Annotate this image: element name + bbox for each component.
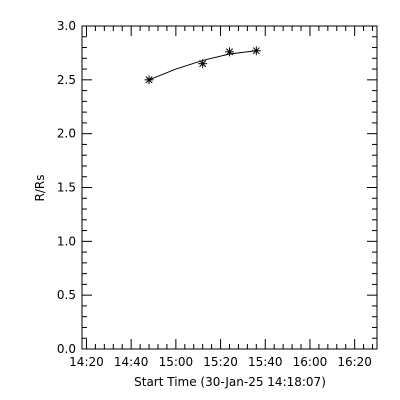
x-tick-label: 15:20 — [203, 355, 238, 369]
x-axis-label: Start Time (30-Jan-25 14:18:07) — [134, 375, 326, 389]
x-tick-label: 15:00 — [159, 355, 194, 369]
y-tick-label: 1.0 — [57, 234, 76, 248]
data-point — [144, 75, 154, 85]
data-point — [198, 59, 208, 69]
y-tick-label: 2.0 — [57, 127, 76, 141]
data-point — [225, 47, 234, 57]
x-tick-label: 15:40 — [248, 355, 283, 369]
y-tick-label: 1.5 — [57, 181, 76, 195]
y-tick-labels: 0.0 0.5 1.0 1.5 2.0 2.5 3.0 — [57, 19, 76, 356]
x-tick-label: 16:00 — [293, 355, 328, 369]
x-tick-label: 14:40 — [114, 355, 149, 369]
axis-ticks — [82, 25, 377, 350]
x-tick-label: 14:20 — [69, 355, 104, 369]
y-tick-label: 3.0 — [57, 19, 76, 33]
x-tick-label: 16:20 — [337, 355, 372, 369]
x-tick-labels: 14:20 14:40 15:00 15:20 15:40 16:00 16:20 — [69, 355, 372, 369]
y-tick-label: 0.0 — [57, 342, 76, 356]
y-axis-label: R/Rs — [33, 175, 47, 202]
plot-frame — [81, 25, 378, 350]
data-point — [251, 46, 261, 56]
y-tick-label: 2.5 — [57, 73, 76, 87]
data-markers — [144, 46, 261, 85]
y-tick-label: 0.5 — [57, 288, 76, 302]
